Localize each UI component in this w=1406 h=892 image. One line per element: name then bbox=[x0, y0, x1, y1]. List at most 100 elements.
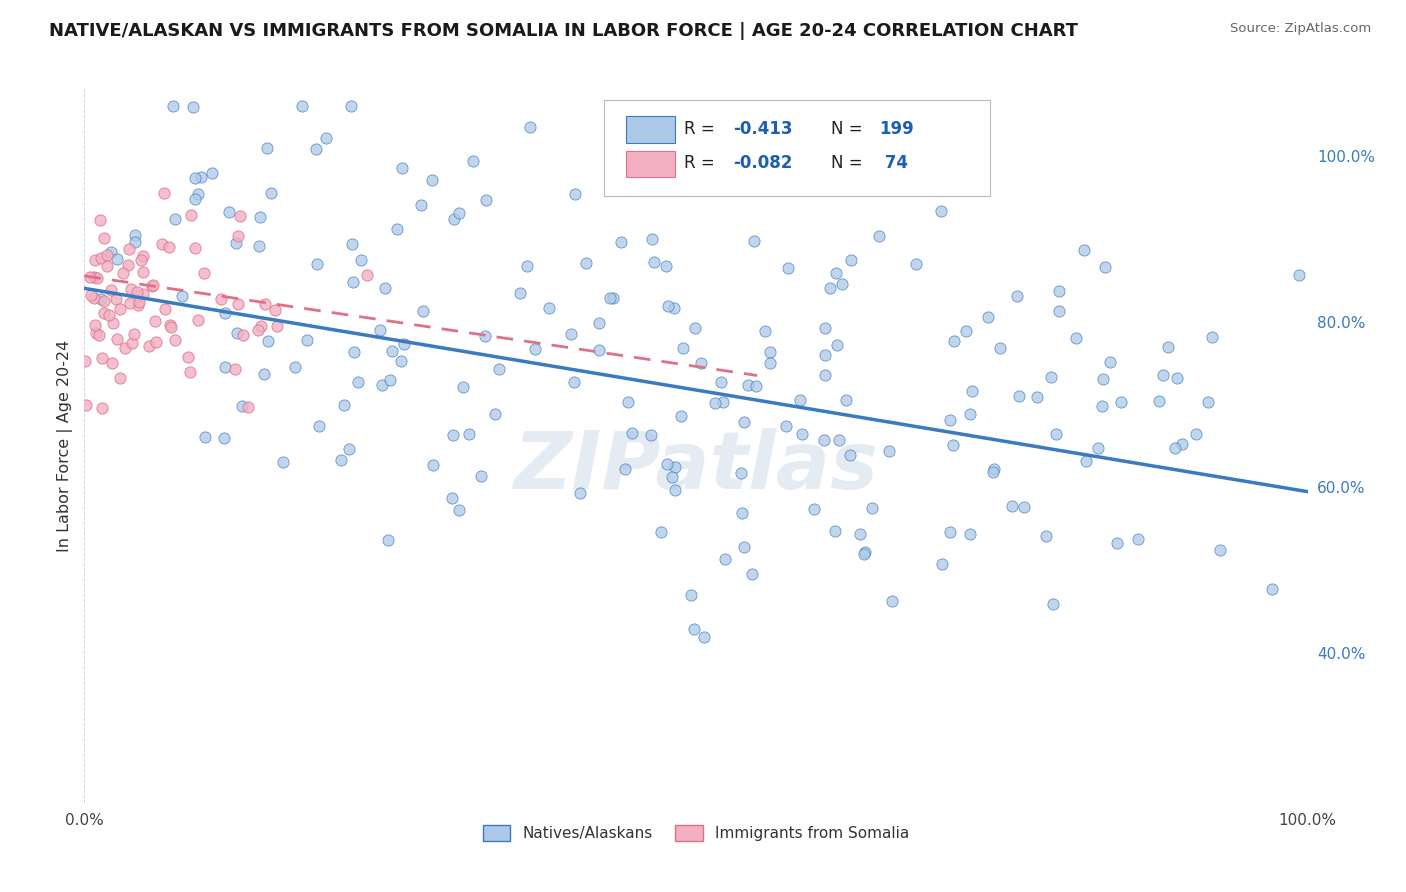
Point bbox=[124, 235, 146, 249]
Point bbox=[201, 166, 224, 180]
Point bbox=[955, 324, 977, 338]
Point bbox=[90, 292, 112, 306]
Point bbox=[89, 212, 111, 227]
Point bbox=[93, 294, 115, 309]
Point bbox=[333, 398, 356, 412]
Point bbox=[1001, 499, 1024, 513]
Point bbox=[253, 367, 276, 381]
FancyBboxPatch shape bbox=[626, 151, 675, 177]
Point bbox=[378, 373, 401, 387]
Point bbox=[152, 186, 174, 201]
Point bbox=[121, 335, 143, 350]
Point bbox=[315, 130, 337, 145]
Point bbox=[247, 323, 270, 337]
Point bbox=[138, 339, 160, 353]
Point bbox=[342, 275, 364, 289]
Point bbox=[693, 630, 716, 644]
Text: ZIPatlas: ZIPatlas bbox=[513, 428, 879, 507]
Point bbox=[813, 368, 835, 383]
Point bbox=[939, 525, 962, 540]
Point bbox=[602, 291, 624, 305]
Point bbox=[983, 462, 1005, 476]
Point bbox=[157, 240, 180, 254]
Point bbox=[1012, 500, 1035, 514]
Point bbox=[187, 312, 209, 326]
Point bbox=[90, 251, 112, 265]
Point bbox=[443, 211, 465, 226]
Point bbox=[141, 279, 163, 293]
Point bbox=[1201, 330, 1223, 344]
Point bbox=[758, 344, 780, 359]
Point bbox=[1157, 340, 1180, 354]
Point bbox=[132, 287, 155, 301]
Point bbox=[730, 467, 752, 481]
Point bbox=[475, 193, 498, 207]
Point bbox=[640, 232, 662, 246]
Point bbox=[959, 407, 981, 421]
Point bbox=[617, 395, 640, 409]
Point bbox=[155, 302, 177, 317]
Point bbox=[122, 326, 145, 341]
Point bbox=[377, 533, 399, 548]
Point bbox=[1064, 331, 1087, 345]
Point bbox=[449, 502, 471, 516]
Point bbox=[588, 343, 610, 358]
Point bbox=[814, 320, 837, 334]
Point bbox=[250, 319, 273, 334]
Point bbox=[101, 316, 124, 330]
Point bbox=[449, 206, 471, 220]
Point bbox=[273, 455, 295, 469]
Point bbox=[451, 379, 474, 393]
Point bbox=[813, 433, 835, 447]
Point bbox=[742, 234, 765, 248]
Point bbox=[121, 282, 143, 296]
Point bbox=[941, 437, 963, 451]
Point bbox=[180, 208, 202, 222]
Point bbox=[621, 425, 644, 440]
Point bbox=[488, 362, 510, 376]
Point bbox=[1147, 394, 1170, 409]
Point bbox=[662, 301, 685, 315]
Point bbox=[1185, 426, 1208, 441]
Point bbox=[931, 558, 953, 572]
Point bbox=[1107, 536, 1129, 550]
Point bbox=[93, 231, 115, 245]
Point bbox=[257, 334, 280, 348]
Text: -0.413: -0.413 bbox=[733, 120, 792, 138]
Point bbox=[100, 283, 122, 297]
Point bbox=[422, 458, 444, 472]
Point bbox=[463, 153, 485, 168]
Point bbox=[714, 552, 737, 566]
Point bbox=[291, 99, 314, 113]
Point bbox=[754, 324, 776, 338]
Point bbox=[84, 326, 107, 340]
Text: 74: 74 bbox=[880, 154, 908, 172]
Point bbox=[142, 277, 165, 292]
Point bbox=[368, 322, 391, 336]
Point bbox=[409, 197, 432, 211]
Point bbox=[226, 228, 249, 243]
Point bbox=[218, 205, 240, 219]
Point bbox=[132, 249, 155, 263]
Point bbox=[342, 237, 364, 252]
Point bbox=[827, 337, 849, 351]
Point bbox=[209, 292, 232, 306]
Point bbox=[661, 470, 683, 484]
Point bbox=[1087, 441, 1109, 455]
Point bbox=[284, 359, 307, 374]
Point bbox=[1040, 369, 1063, 384]
Point bbox=[831, 277, 853, 292]
Point bbox=[128, 295, 150, 310]
Point bbox=[690, 356, 713, 370]
Point bbox=[307, 257, 329, 271]
Point bbox=[733, 415, 755, 429]
Point bbox=[105, 252, 128, 267]
Point bbox=[599, 292, 621, 306]
Point bbox=[238, 400, 260, 414]
Point bbox=[860, 501, 883, 516]
Point bbox=[330, 453, 353, 467]
Point bbox=[568, 485, 591, 500]
FancyBboxPatch shape bbox=[626, 116, 675, 143]
Point bbox=[1128, 532, 1150, 546]
Point bbox=[120, 296, 142, 310]
